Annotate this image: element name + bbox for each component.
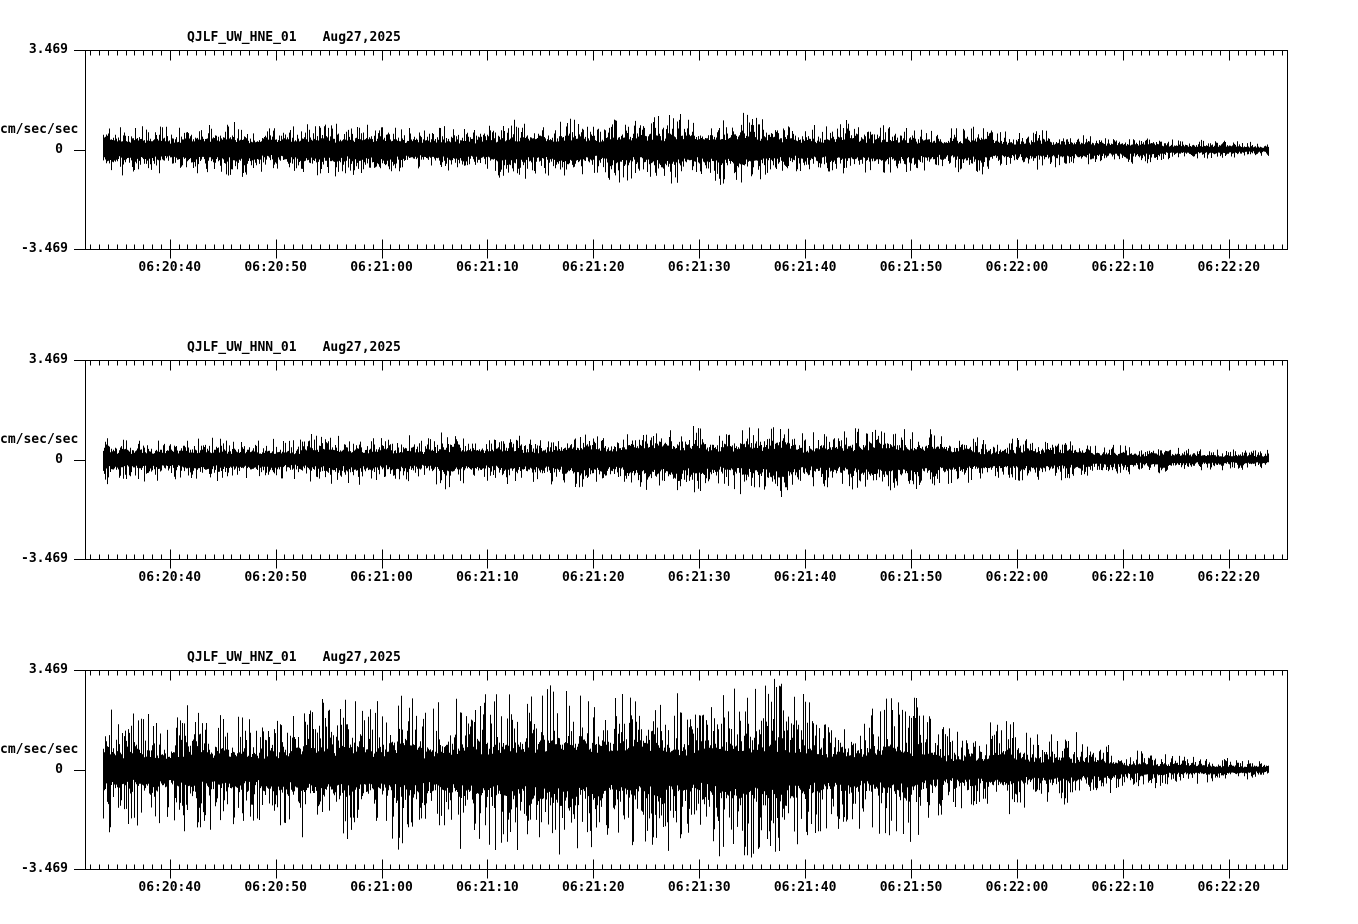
y-axis-min-label: -3.469	[21, 241, 68, 256]
waveform-plot-hne	[74, 50, 1288, 259]
y-axis-zero-label: 0	[55, 452, 63, 467]
y-axis-min-label: -3.469	[21, 861, 68, 876]
seismogram-panel-hnz: QJLF_UW_HNZ_01 Aug27,2025 3.469 cm/sec/se…	[0, 620, 1358, 924]
seismogram-panel-hnn: QJLF_UW_HNN_01 Aug27,2025 3.469 cm/sec/se…	[0, 310, 1358, 620]
date-label: Aug27,2025	[322, 340, 401, 355]
y-axis-max-label: 3.469	[28, 352, 68, 367]
seismogram-panel-hne: QJLF_UW_HNE_01 Aug27,2025 3.469 cm/sec/se…	[0, 0, 1358, 310]
y-axis-zero-label: 0	[55, 762, 63, 777]
y-axis-min-label: -3.469	[21, 551, 68, 566]
y-axis-units-label: cm/sec/sec	[0, 122, 79, 137]
panel-title: QJLF_UW_HNZ_01 Aug27,2025	[187, 651, 401, 665]
y-axis-units-label: cm/sec/sec	[0, 742, 79, 757]
station-channel-label: QJLF_UW_HNN_01	[187, 340, 297, 355]
panel-title: QJLF_UW_HNN_01 Aug27,2025	[187, 341, 401, 355]
y-axis-zero-label: 0	[55, 142, 63, 157]
waveform-plot-hnn	[74, 360, 1288, 569]
y-axis-max-label: 3.469	[28, 662, 68, 677]
date-label: Aug27,2025	[322, 650, 401, 665]
y-axis-units-label: cm/sec/sec	[0, 432, 79, 447]
y-axis-max-label: 3.469	[28, 42, 68, 57]
waveform-plot-hnz	[74, 670, 1288, 879]
station-channel-label: QJLF_UW_HNZ_01	[187, 650, 297, 665]
date-label: Aug27,2025	[322, 30, 401, 45]
station-channel-label: QJLF_UW_HNE_01	[187, 30, 297, 45]
panel-title: QJLF_UW_HNE_01 Aug27,2025	[187, 31, 401, 45]
